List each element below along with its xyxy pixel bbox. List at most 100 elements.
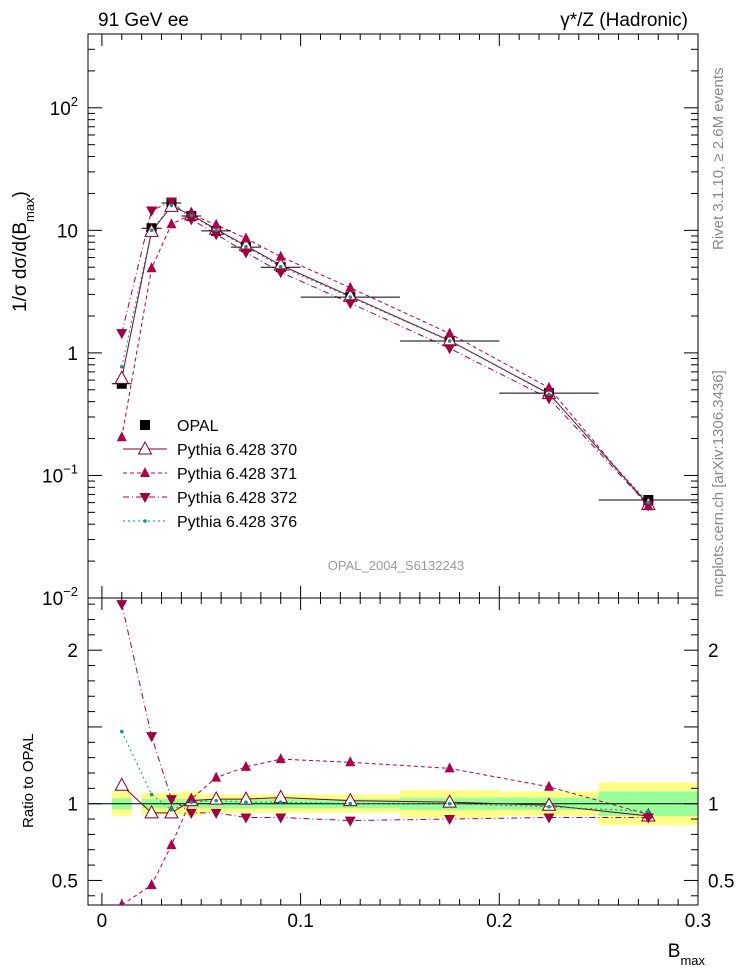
- ratio-marker-370: [114, 777, 130, 791]
- ratio-marker-371: [166, 839, 177, 850]
- y-tick-label: 102: [50, 94, 78, 120]
- analysis-watermark: OPAL_2004_S6132243: [328, 558, 464, 573]
- marker-372: [146, 206, 158, 217]
- marker-371: [166, 218, 177, 229]
- ratio-marker-376: [189, 800, 194, 804]
- ratio-y-tick-label-right: 2: [708, 641, 719, 662]
- marker-372: [185, 215, 197, 226]
- ratio-marker-376: [244, 800, 248, 804]
- legend-marker-376: [143, 519, 147, 523]
- marker-376: [447, 339, 452, 343]
- ratio-marker-370: [541, 797, 557, 811]
- ratio-line-372: [121, 604, 649, 822]
- marker-376: [169, 203, 174, 208]
- legend-marker-372: [139, 493, 151, 503]
- legend-label: Pythia 6.428 371: [177, 466, 297, 483]
- marker-376: [214, 228, 218, 233]
- ratio-marker-376: [447, 801, 452, 806]
- series-line-371: [121, 213, 649, 507]
- marker-371: [116, 431, 127, 442]
- marker-376: [189, 213, 194, 218]
- legend-label: Pythia 6.428 370: [177, 442, 297, 459]
- marker-376: [244, 244, 248, 249]
- marker-372: [444, 344, 456, 355]
- marker-372: [116, 329, 128, 340]
- rivet-label: Rivet 3.1.10, ≥ 2.6M events: [710, 68, 727, 251]
- ratio-marker-376: [149, 792, 154, 797]
- ratio-y-tick-label: 1: [67, 795, 78, 816]
- ratio-marker-376: [646, 809, 651, 814]
- ratio-marker-372: [185, 808, 197, 819]
- marker-371: [543, 381, 554, 392]
- ratio-marker-372: [275, 813, 287, 824]
- x-tick-label: 0.2: [486, 911, 512, 932]
- ratio-marker-371: [146, 879, 157, 890]
- ratio-marker-372: [444, 815, 456, 826]
- ratio-marker-370: [342, 792, 358, 807]
- ratio-marker-370: [208, 791, 224, 805]
- main-y-axis-label: 1/σ dσ/d(Bmax): [10, 191, 37, 312]
- x-tick-label: 0: [97, 911, 108, 932]
- ratio-marker-371: [345, 756, 356, 767]
- marker-371: [345, 281, 356, 292]
- ratio-series: [114, 600, 656, 905]
- marker-370: [114, 370, 130, 384]
- ratio-marker-371: [240, 760, 251, 771]
- ratio-y-tick-label-right: 0.5: [708, 871, 734, 892]
- marker-371: [240, 232, 251, 243]
- ratio-frame: [87, 597, 699, 906]
- ratio-marker-370: [164, 804, 179, 819]
- x-tick-label: 0.3: [685, 911, 711, 932]
- ratio-marker-372: [240, 813, 252, 824]
- legend: OPAL Pythia 6.428 370 Pythia 6.428 371 Pyth…: [123, 418, 297, 531]
- header-left: 91 GeV ee: [98, 10, 189, 31]
- marker-376: [348, 295, 353, 299]
- ratio-marker-371: [275, 753, 286, 764]
- marker-372: [344, 299, 356, 310]
- marker-371: [275, 250, 286, 261]
- series-line-372: [121, 200, 649, 506]
- legend-label: Pythia 6.428 376: [177, 514, 297, 531]
- ratio-marker-370: [144, 804, 159, 819]
- y-tick-label: 1: [67, 344, 78, 365]
- series-line-370: [121, 205, 649, 505]
- ratio-y-tick-label: 2: [67, 641, 78, 662]
- ratio-marker-372: [344, 816, 356, 827]
- ratio-marker-371: [543, 780, 554, 791]
- marker-372: [543, 394, 555, 405]
- marker-376: [646, 500, 651, 505]
- marker-372: [210, 230, 222, 241]
- ratio-marker-372: [642, 813, 654, 824]
- marker-371: [444, 327, 455, 338]
- ratio-marker-371: [211, 771, 222, 782]
- ratio-y-tick-label-right: 1: [708, 795, 719, 816]
- ratio-marker-376: [348, 801, 353, 806]
- ratio-marker-372: [146, 732, 158, 743]
- x-tick-label: 0.1: [287, 911, 313, 932]
- ratio-panel: 0 0.1 0.2 0.3 0.5 0.5 1 1 2 2: [52, 597, 734, 932]
- ratio-marker-370: [238, 791, 254, 805]
- y-tick-label: 10−1: [42, 461, 78, 487]
- ratio-marker-371: [118, 899, 125, 905]
- y-tick-label: 10−2: [42, 584, 78, 610]
- ratio-marker-376: [278, 800, 283, 804]
- legend-marker-371: [140, 467, 150, 477]
- marker-372: [642, 501, 654, 512]
- ratio-line-371: [121, 758, 649, 905]
- ratio-marker-372: [116, 600, 128, 611]
- ratio-marker-376: [169, 808, 174, 812]
- ratio-marker-371: [444, 762, 455, 773]
- marker-376: [547, 392, 551, 397]
- marker-372: [240, 248, 252, 259]
- main-panel: 10−2 10−1 1 10 102: [42, 33, 699, 905]
- y-tick-label: 10: [57, 221, 78, 242]
- marker-372: [275, 268, 287, 279]
- marker-371: [146, 262, 157, 273]
- marker-376: [149, 228, 154, 233]
- ratio-marker-372: [210, 808, 222, 819]
- ratio-marker-372: [165, 795, 177, 806]
- marker-376: [119, 365, 124, 369]
- mcplots-label: mcplots.cern.ch [arXiv:1306.3436]: [710, 370, 727, 597]
- legend-marker-opal: [140, 420, 150, 430]
